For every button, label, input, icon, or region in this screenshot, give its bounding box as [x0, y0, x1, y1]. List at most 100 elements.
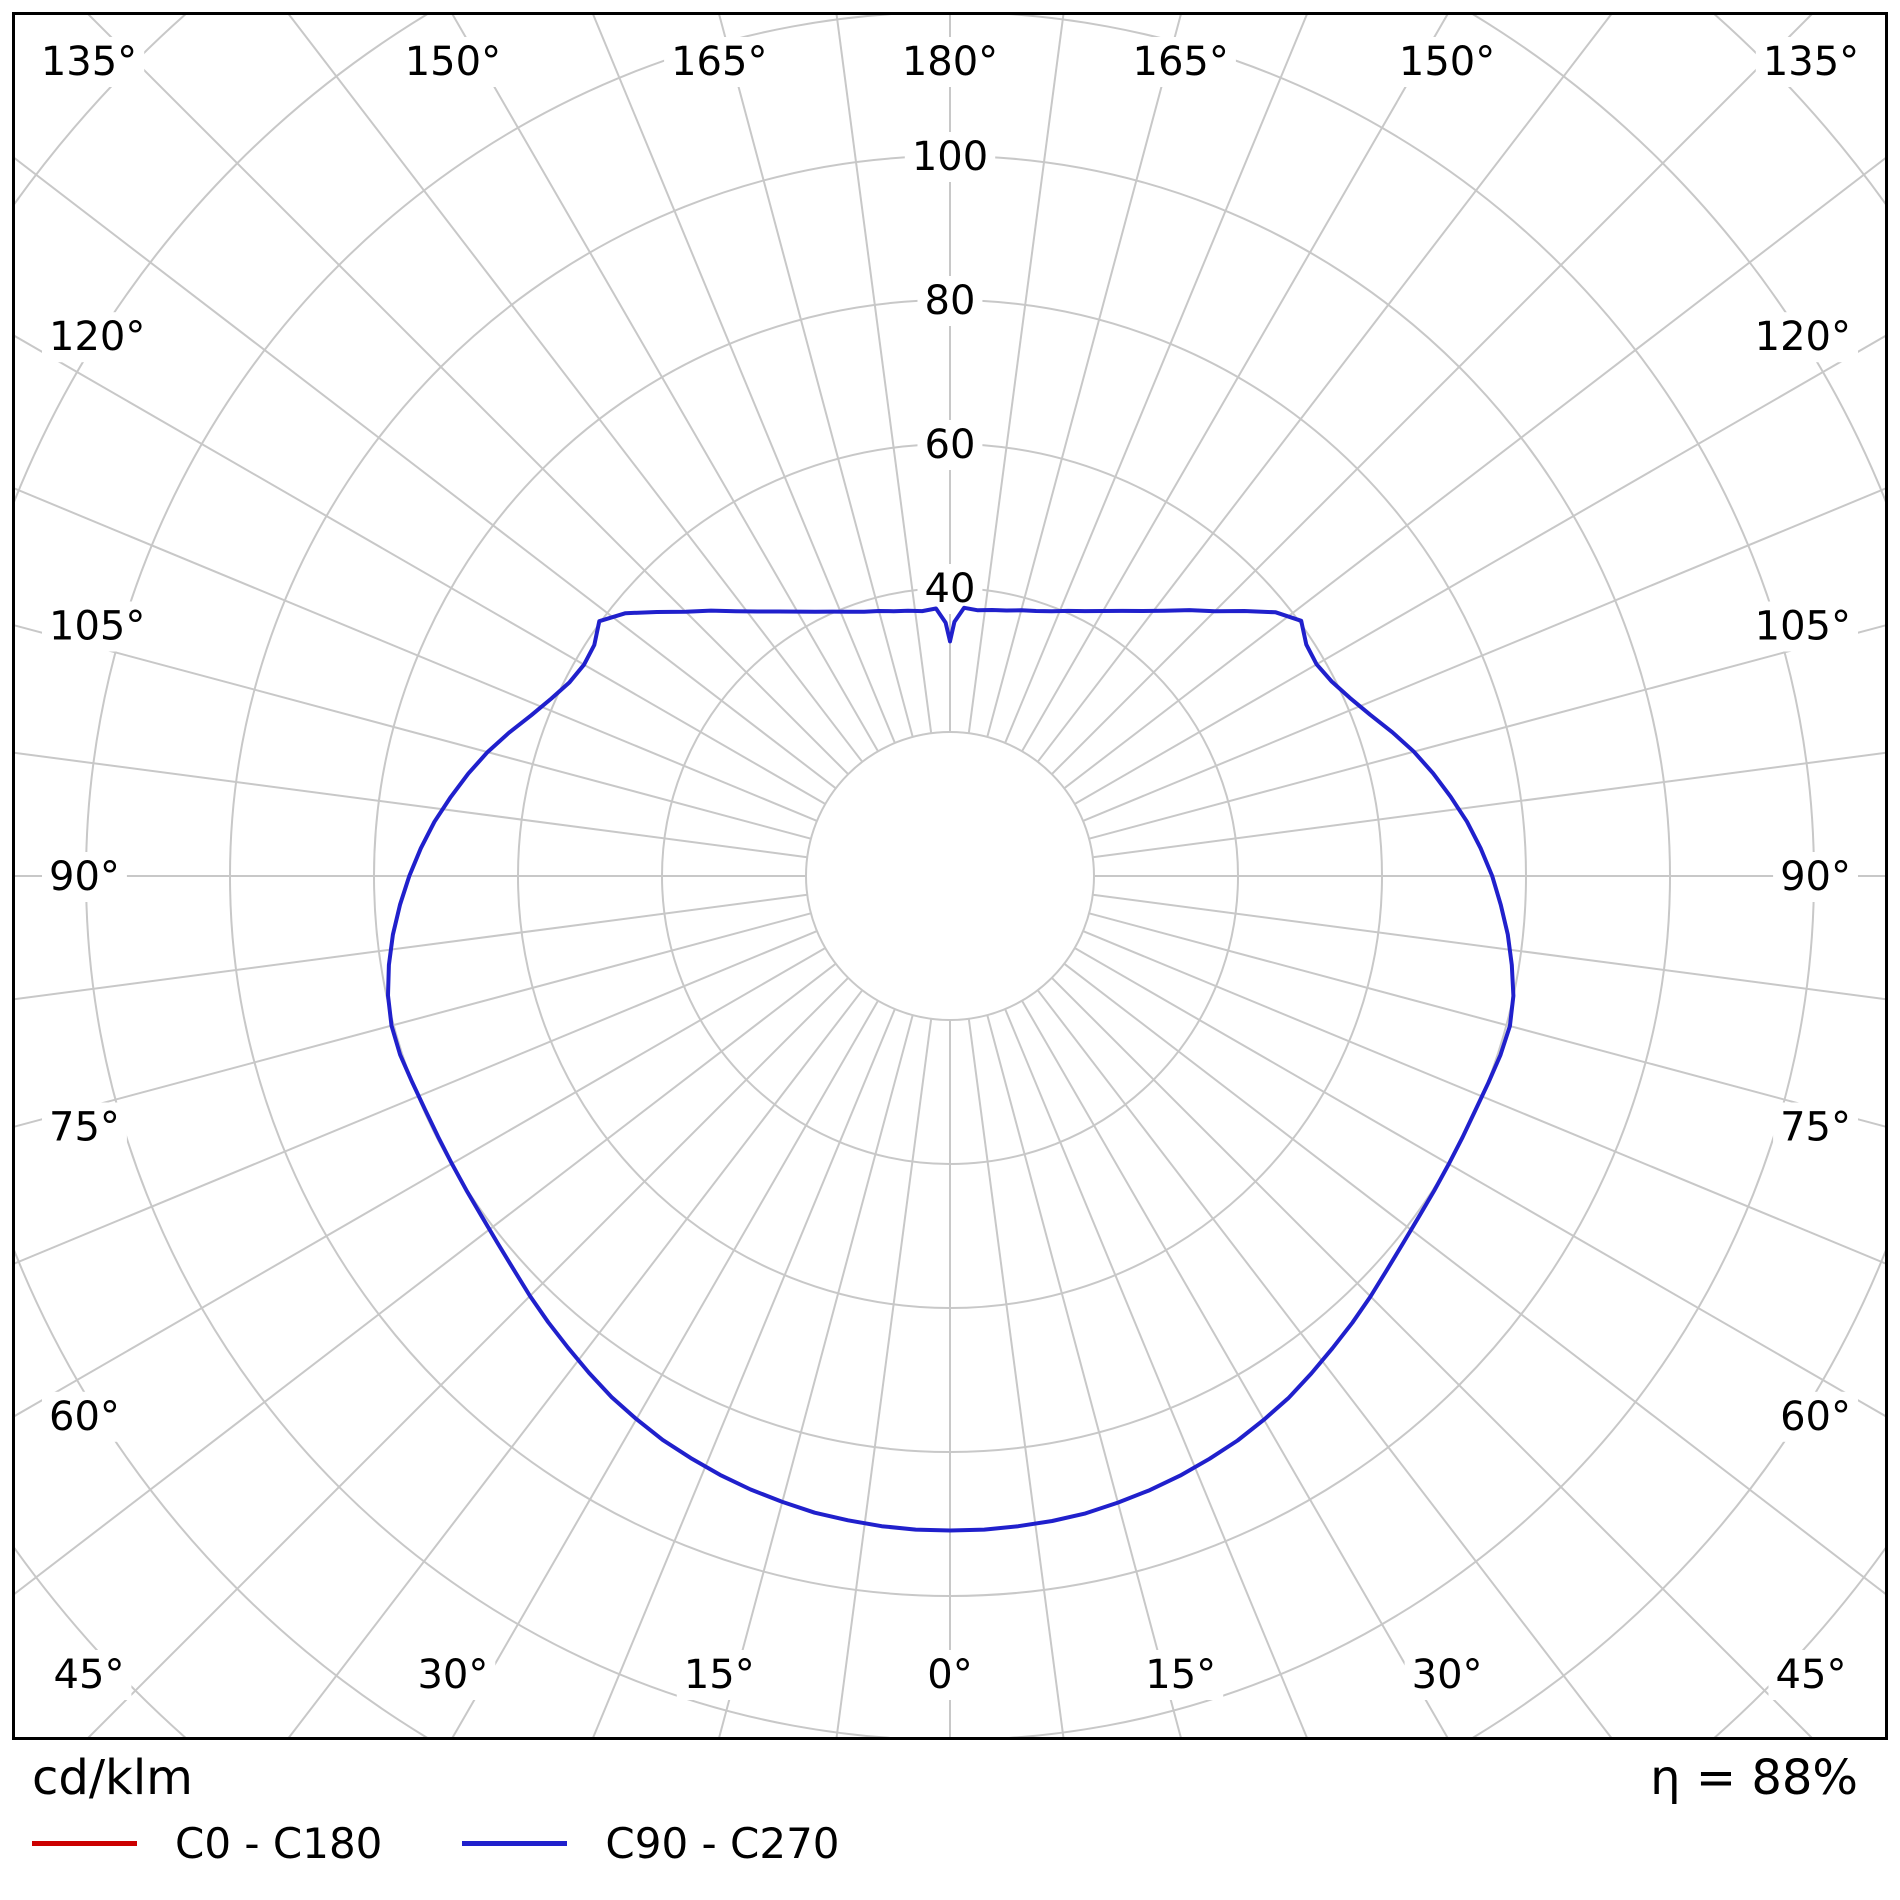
radial-tick-label: 40	[925, 566, 976, 612]
grid-spoke	[1004, 1008, 1308, 1737]
angle-label: 75°	[49, 1105, 120, 1151]
label-mask	[676, 1650, 762, 1700]
grid-spoke	[1092, 751, 1885, 859]
grid-spoke	[1074, 335, 1885, 805]
angle-label: 45°	[54, 1652, 125, 1698]
angle-label: 75°	[1780, 1105, 1851, 1151]
angle-label: 45°	[1776, 1652, 1847, 1698]
legend-line-c90-c270-icon	[462, 1840, 568, 1846]
angle-label: 120°	[49, 314, 145, 360]
label-mask	[46, 1650, 132, 1700]
grid-spoke	[15, 751, 808, 859]
legend-item-c0-c180: C0 - C180	[32, 1819, 382, 1868]
label-mask	[1404, 1650, 1490, 1700]
label-mask	[1768, 1650, 1854, 1700]
label-mask	[42, 1391, 127, 1442]
label-mask	[1391, 37, 1503, 87]
polar-chart-svg: 40 60 80 100 0° 15° 15° 30° 30° 45° 45° 60° 60° 75° 75…	[15, 15, 1885, 1737]
label-mask	[33, 37, 145, 87]
angle-label: 60°	[49, 1394, 120, 1440]
angle-label: 165°	[1133, 39, 1229, 85]
angle-label: 15°	[684, 1652, 755, 1698]
radial-tick-label: 60	[925, 422, 976, 468]
grid-spoke	[835, 1018, 933, 1737]
grid-ring	[805, 731, 1095, 1021]
angle-label: 120°	[1755, 314, 1851, 360]
footer-top-row: cd/klm η = 88%	[12, 1752, 1888, 1805]
grid-spoke	[15, 930, 818, 1265]
label-mask	[894, 37, 1006, 87]
angle-label: 90°	[49, 854, 120, 900]
label-mask	[917, 276, 983, 326]
label-mask	[917, 564, 983, 614]
grid-spoke	[1004, 15, 1308, 744]
efficiency-label: η = 88%	[1650, 1750, 1858, 1806]
grid-spoke	[1082, 930, 1885, 1265]
legend: C0 - C180 C90 - C270	[12, 1819, 1888, 1868]
grid-spoke	[1088, 624, 1885, 840]
footer: cd/klm η = 88% C0 - C180 C90 - C270	[12, 1752, 1888, 1868]
curve-c90-c270	[386, 605, 1516, 1533]
label-mask	[1773, 1391, 1858, 1442]
label-mask	[42, 852, 127, 902]
angle-label: 0°	[927, 1652, 972, 1698]
grid-spoke	[15, 624, 812, 840]
grid-spoke	[1063, 962, 1885, 1595]
grid-spoke	[451, 15, 879, 752]
grid-spoke	[592, 15, 896, 744]
grid-spoke	[1036, 989, 1612, 1737]
angle-label: 150°	[1399, 39, 1495, 85]
grid-spoke	[1021, 1000, 1449, 1737]
label-mask	[42, 601, 153, 652]
angle-label: 135°	[41, 39, 137, 85]
grid-spoke	[15, 947, 826, 1417]
grid-spoke	[1051, 977, 1813, 1737]
label-mask	[920, 1650, 980, 1700]
angle-label: 105°	[49, 603, 145, 649]
label-mask	[1773, 852, 1858, 902]
label-mask	[1747, 312, 1858, 363]
grid-spoke	[15, 487, 818, 822]
label-mask	[1747, 601, 1858, 652]
label-mask	[42, 1102, 127, 1153]
angle-label: 150°	[405, 39, 501, 85]
grid-spoke	[15, 912, 812, 1128]
grid-spoke	[718, 15, 914, 738]
angle-label: 180°	[902, 39, 998, 85]
grid-spoke	[1082, 487, 1885, 822]
legend-label-c90-c270: C90 - C270	[605, 1818, 840, 1868]
grid-spoke	[288, 989, 864, 1737]
label-mask	[917, 420, 983, 470]
grid-spoke	[1021, 15, 1449, 752]
grid-spoke	[718, 1014, 914, 1737]
label-mask	[1773, 1102, 1858, 1153]
radial-tick-label: 100	[912, 134, 988, 180]
legend-line-c0-c180-icon	[32, 1840, 137, 1846]
grid-spoke	[835, 15, 933, 734]
angle-label: 30°	[1412, 1652, 1483, 1698]
label-mask	[904, 132, 996, 182]
angle-label: 165°	[671, 39, 767, 85]
grid-spoke	[1036, 15, 1612, 763]
legend-label-c0-c180: C0 - C180	[175, 1818, 383, 1868]
grid-spoke	[1074, 947, 1885, 1417]
grid-spoke	[1092, 893, 1885, 1001]
grid-spoke	[87, 15, 849, 775]
label-mask	[1138, 1650, 1224, 1700]
grid-spoke	[592, 1008, 896, 1737]
grid-spoke	[1088, 912, 1885, 1128]
grid-spoke	[967, 1018, 1065, 1737]
plot-frame: 40 60 80 100 0° 15° 15° 30° 30° 45° 45° 60° 60° 75° 75…	[12, 12, 1888, 1740]
angle-label: 15°	[1145, 1652, 1216, 1698]
angle-label: 90°	[1780, 854, 1851, 900]
grid-spoke	[986, 1014, 1182, 1737]
label-mask	[397, 37, 509, 87]
legend-item-c90-c270: C90 - C270	[462, 1818, 840, 1868]
grid-spoke	[15, 893, 808, 1001]
angle-label: 105°	[1755, 603, 1851, 649]
grid-spoke	[1063, 157, 1885, 790]
radial-tick-label: 80	[925, 278, 976, 324]
grid-spoke	[15, 962, 837, 1595]
angle-label: 60°	[1780, 1394, 1851, 1440]
grid-spoke	[87, 977, 849, 1737]
